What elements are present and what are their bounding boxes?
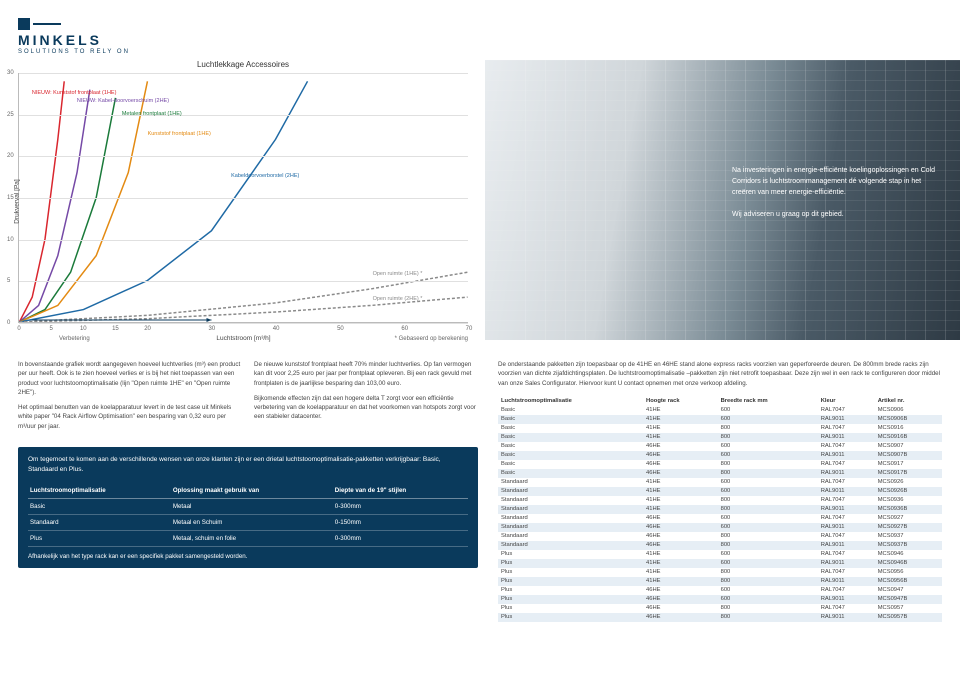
- hero-text: Na investeringen in energie-efficiënte k…: [732, 165, 942, 230]
- intro-r1: De nieuwe kunststof frontplaat heeft 70%…: [254, 360, 478, 388]
- y-tick: 30: [7, 70, 14, 76]
- chart-footnote-left: Verbetering: [59, 336, 90, 342]
- x-axis-title: Luchtstroom [m³/h]: [216, 335, 270, 342]
- right-intro: De onderstaande pakketten zijn toepasbaa…: [498, 360, 942, 388]
- chart-title: Luchtlekkage Accessoires: [18, 60, 468, 69]
- table-row: Standaard41HE600RAL7047MCS0926: [498, 478, 942, 487]
- package-table: LuchtstroomoptimalisatieOplossing maakt …: [28, 483, 468, 547]
- series-label: Open ruimte (1HE) *: [373, 271, 423, 277]
- table-row: Basic41HE600RAL9011MCS0906B: [498, 415, 942, 424]
- y-tick: 10: [7, 237, 14, 243]
- table-row: Standaard46HE600RAL9011MCS0927B: [498, 523, 942, 532]
- table-row: Plus46HE600RAL7047MCS0947: [498, 586, 942, 595]
- table-row: Basic41HE600RAL7047MCS0906: [498, 406, 942, 415]
- table-row: Basic46HE600RAL7047MCS0907: [498, 442, 942, 451]
- intro-l1: In bovenstaande grafiek wordt aangegeven…: [18, 360, 242, 397]
- left-column: In bovenstaande grafiek wordt aangegeven…: [18, 360, 478, 622]
- right-column: De onderstaande pakketten zijn toepasbaa…: [498, 360, 942, 622]
- logo-mark-icon: [18, 18, 130, 30]
- y-tick: 25: [7, 112, 14, 118]
- pkg-col: Oplossing maakt gebruik van: [171, 483, 333, 499]
- data-col: Artikel nr.: [875, 396, 942, 406]
- pkg-row: BasicMetaal0-300mm: [28, 498, 468, 514]
- table-row: Basic46HE600RAL9011MCS0907B: [498, 451, 942, 460]
- table-row: Plus41HE600RAL7047MCS0946: [498, 550, 942, 559]
- x-tick: 15: [112, 326, 119, 332]
- pkg-col: Luchtstroomoptimalisatie: [28, 483, 171, 499]
- brand-logo: MINKELS SOLUTIONS TO RELY ON: [18, 18, 130, 55]
- pkg-row: StandaardMetaal en Schuim0-150mm: [28, 514, 468, 530]
- x-tick: 10: [80, 326, 87, 332]
- table-row: Plus46HE600RAL9011MCS0947B: [498, 595, 942, 604]
- brand-name: MINKELS: [18, 32, 130, 48]
- chart-canvas: Drukverval [Pa] Luchtstroom [m³/h] Verbe…: [18, 73, 468, 323]
- table-row: Standaard46HE800RAL9011MCS0937B: [498, 541, 942, 550]
- table-row: Plus46HE800RAL7047MCS0957: [498, 604, 942, 613]
- series-label: NIEUW: Kabel-doorvoerschuim (2HE): [77, 98, 169, 104]
- product-table: LuchtstroomoptimalisatieHoogte rackBreed…: [498, 396, 942, 622]
- x-tick: 20: [144, 326, 151, 332]
- table-row: Plus46HE800RAL9011MCS0957B: [498, 613, 942, 622]
- table-row: Standaard41HE600RAL9011MCS0926B: [498, 487, 942, 496]
- y-tick: 20: [7, 153, 14, 159]
- pkg-row: PlusMetaal, schuim en folie0-300mm: [28, 530, 468, 546]
- pkg-col: Diepte van de 19" stijlen: [333, 483, 468, 499]
- data-col: Kleur: [818, 396, 875, 406]
- package-lead: Om tegemoet te komen aan de verschillend…: [28, 455, 468, 475]
- chart: Luchtlekkage Accessoires Drukverval [Pa]…: [18, 60, 468, 340]
- table-row: Basic41HE800RAL9011MCS0916B: [498, 433, 942, 442]
- package-box: Om tegemoet te komen aan de verschillend…: [18, 447, 478, 568]
- hero-p2: Wij adviseren u graag op dit gebied.: [732, 209, 942, 220]
- series-label: NIEUW: Kunststof frontplaat (1HE): [32, 90, 117, 96]
- x-tick: 50: [337, 326, 344, 332]
- table-row: Standaard46HE600RAL7047MCS0927: [498, 514, 942, 523]
- package-footnote: Afhankelijk van het type rack kan er een…: [28, 553, 468, 560]
- table-row: Standaard41HE800RAL9011MCS0936B: [498, 505, 942, 514]
- intro-l2: Het optimaal benutten van de koelapparat…: [18, 403, 242, 431]
- table-row: Plus41HE800RAL7047MCS0956: [498, 568, 942, 577]
- x-tick: 60: [401, 326, 408, 332]
- table-row: Standaard46HE800RAL7047MCS0937: [498, 532, 942, 541]
- table-row: Plus41HE800RAL9011MCS0956B: [498, 577, 942, 586]
- intro-r2: Bijkomende effecten zijn dat een hogere …: [254, 394, 478, 422]
- data-col: Luchtstroomoptimalisatie: [498, 396, 643, 406]
- x-tick: 5: [49, 326, 52, 332]
- x-tick: 0: [17, 326, 20, 332]
- table-row: Basic46HE800RAL9011MCS0917B: [498, 469, 942, 478]
- series-label: Metalen frontplaat (1HE): [122, 111, 182, 117]
- x-tick: 30: [209, 326, 216, 332]
- series-label: Kabeldoorvoerborstel (2HE): [231, 173, 299, 179]
- table-row: Basic46HE800RAL7047MCS0917: [498, 460, 942, 469]
- table-row: Standaard41HE800RAL7047MCS0936: [498, 496, 942, 505]
- y-tick: 5: [7, 278, 10, 284]
- series-label: Open ruimte (2HE) *: [373, 296, 423, 302]
- intro-right: De nieuwe kunststof frontplaat heeft 70%…: [254, 360, 478, 437]
- data-col: Breedte rack mm: [718, 396, 818, 406]
- series-label: Kunststof frontplaat (1HE): [148, 131, 211, 137]
- data-col: Hoogte rack: [643, 396, 718, 406]
- table-row: Plus41HE600RAL9011MCS0946B: [498, 559, 942, 568]
- table-row: Basic41HE800RAL7047MCS0916: [498, 424, 942, 433]
- brand-tagline: SOLUTIONS TO RELY ON: [18, 49, 130, 55]
- y-tick: 0: [7, 320, 10, 326]
- chart-footnote-right: * Gebaseerd op berekening: [395, 336, 468, 342]
- intro-left: In bovenstaande grafiek wordt aangegeven…: [18, 360, 242, 437]
- y-tick: 15: [7, 195, 14, 201]
- x-tick: 40: [273, 326, 280, 332]
- hero-p1: Na investeringen in energie-efficiënte k…: [732, 165, 942, 199]
- x-tick: 70: [466, 326, 473, 332]
